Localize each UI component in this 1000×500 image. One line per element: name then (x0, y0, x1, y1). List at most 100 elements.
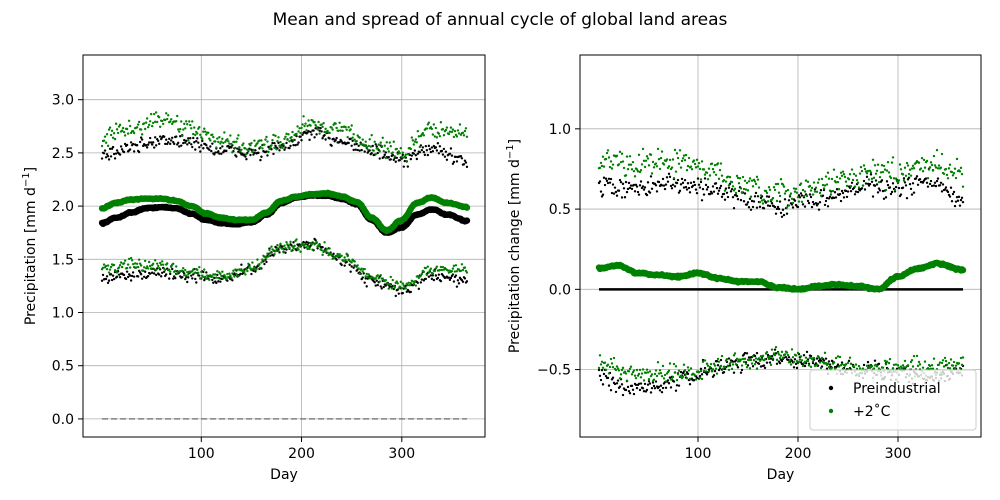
warming-lower_spread-point (854, 363, 858, 366)
warming-upper_spread-point (430, 127, 434, 131)
warming-upper_spread-point (820, 177, 824, 181)
warming-lower_spread-point (632, 369, 636, 372)
preindustrial-lower_spread-point (715, 360, 719, 363)
preindustrial-lower_spread-point (700, 373, 704, 376)
warming-upper_spread-point (132, 131, 136, 135)
warming-lower_spread-point (771, 357, 775, 360)
preindustrial-upper_spread-point (312, 129, 315, 132)
warming-lower_spread-point (788, 358, 792, 362)
warming-lower_spread-point (673, 371, 677, 374)
preindustrial-upper_spread-point (779, 211, 783, 215)
preindustrial-upper_spread-point (606, 181, 610, 185)
preindustrial-upper_spread-point (683, 178, 687, 182)
warming-lower_spread-point (455, 270, 459, 273)
preindustrial-lower_spread-point (650, 386, 654, 390)
preindustrial-upper_spread-point (630, 187, 634, 191)
warming-upper_spread-point (718, 168, 722, 172)
warming-lower_spread-point (946, 366, 950, 370)
preindustrial-upper_spread-point (319, 126, 322, 130)
warming-upper_spread-point (439, 121, 443, 124)
warming-lower_spread-point (345, 252, 348, 256)
preindustrial-upper_spread-point (128, 148, 132, 151)
preindustrial-lower_spread-point (793, 358, 797, 361)
warming-lower_spread-point (304, 243, 307, 246)
warming-upper_spread-point (789, 192, 793, 195)
warming-lower_spread-point (427, 271, 431, 274)
preindustrial-upper_spread-point (905, 196, 909, 200)
warming-lower_spread-point (867, 366, 871, 369)
warming-lower_spread-point (883, 359, 887, 362)
preindustrial-upper_spread-point (387, 155, 390, 159)
preindustrial-upper_spread-point (201, 139, 204, 143)
warming-upper_spread-point (749, 195, 753, 198)
warming-lower_spread-point (681, 375, 685, 378)
warming-lower_spread-point (285, 241, 288, 244)
warming-upper_spread-point (809, 189, 813, 192)
preindustrial-upper_spread-point (347, 141, 350, 145)
preindustrial-upper_spread-point (102, 152, 106, 155)
warming-lower_spread-point (182, 266, 185, 270)
warming-upper_spread-point (909, 174, 913, 177)
preindustrial-upper_spread-point (283, 148, 286, 151)
warming-upper_spread-point (727, 184, 731, 187)
preindustrial-upper_spread-point (783, 198, 787, 201)
preindustrial-upper_spread-point (100, 157, 104, 160)
preindustrial-upper_spread-point (252, 153, 255, 156)
warming-lower_spread-point (654, 369, 658, 372)
warming-lower_spread-point (766, 355, 770, 359)
warming-upper_spread-point (155, 120, 159, 124)
preindustrial-upper_spread-point (421, 146, 425, 149)
preindustrial-lower_spread-point (717, 368, 721, 372)
warming-upper_spread-point (250, 141, 253, 145)
preindustrial-upper_spread-point (835, 188, 839, 191)
warming-lower_spread-point (203, 268, 206, 271)
preindustrial-upper_spread-point (723, 198, 727, 201)
preindustrial-upper_spread-point (382, 155, 385, 159)
preindustrial-upper_spread-point (259, 158, 262, 162)
warming-upper_spread-point (753, 180, 757, 183)
warming-upper_spread-point (778, 194, 782, 198)
warming-lower_spread-point (425, 273, 429, 277)
warming-lower_spread-point (433, 269, 437, 273)
preindustrial-upper_spread-point (254, 149, 257, 152)
warming-lower_spread-point (199, 277, 202, 280)
preindustrial-lower_spread-point (416, 281, 420, 284)
preindustrial-upper_spread-point (270, 148, 273, 151)
preindustrial-upper_spread-point (104, 156, 108, 159)
preindustrial-lower_spread-point (109, 273, 113, 276)
warming-upper_spread-point (757, 186, 761, 189)
preindustrial-lower_spread-point (198, 274, 201, 277)
preindustrial-upper_spread-point (334, 138, 337, 142)
warming-upper_spread-series (597, 147, 965, 209)
warming-lower_spread-point (143, 259, 147, 263)
preindustrial-lower_spread-point (646, 383, 650, 386)
preindustrial-upper_spread-point (668, 175, 672, 179)
warming-upper_spread-point (149, 112, 153, 116)
warming-upper_spread-point (393, 155, 396, 158)
preindustrial-lower_spread-point (661, 386, 665, 390)
warming-upper_spread-point (672, 176, 676, 180)
preindustrial-upper_spread-point (715, 186, 719, 190)
preindustrial-upper_spread-point (717, 189, 721, 192)
warming-upper_spread-point (450, 130, 454, 134)
warming-upper_spread-point (453, 129, 457, 133)
preindustrial-lower_spread-point (613, 382, 617, 386)
warming-upper_spread-point (871, 158, 875, 162)
warming-lower_spread-point (208, 278, 211, 282)
warming-upper_spread-point (265, 135, 268, 139)
preindustrial-lower_spread-point (624, 388, 628, 392)
warming-lower_spread-point (758, 359, 762, 362)
warming-lower_spread-point (166, 262, 169, 265)
preindustrial-lower_spread-point (873, 359, 877, 362)
warming-lower_spread-point (885, 360, 889, 363)
warming-lower_spread-point (659, 371, 663, 375)
warming-upper_spread-point (906, 164, 910, 167)
warming-upper_spread-point (680, 159, 684, 163)
warming-upper_spread-point (377, 143, 380, 146)
warming-upper_spread-point (341, 129, 344, 133)
preindustrial-lower_spread-point (632, 392, 636, 396)
preindustrial-upper_spread-point (125, 143, 129, 147)
warming-upper_spread-point (817, 178, 821, 181)
warming-lower_spread-point (389, 275, 392, 279)
warming-upper_spread-point (216, 137, 219, 140)
